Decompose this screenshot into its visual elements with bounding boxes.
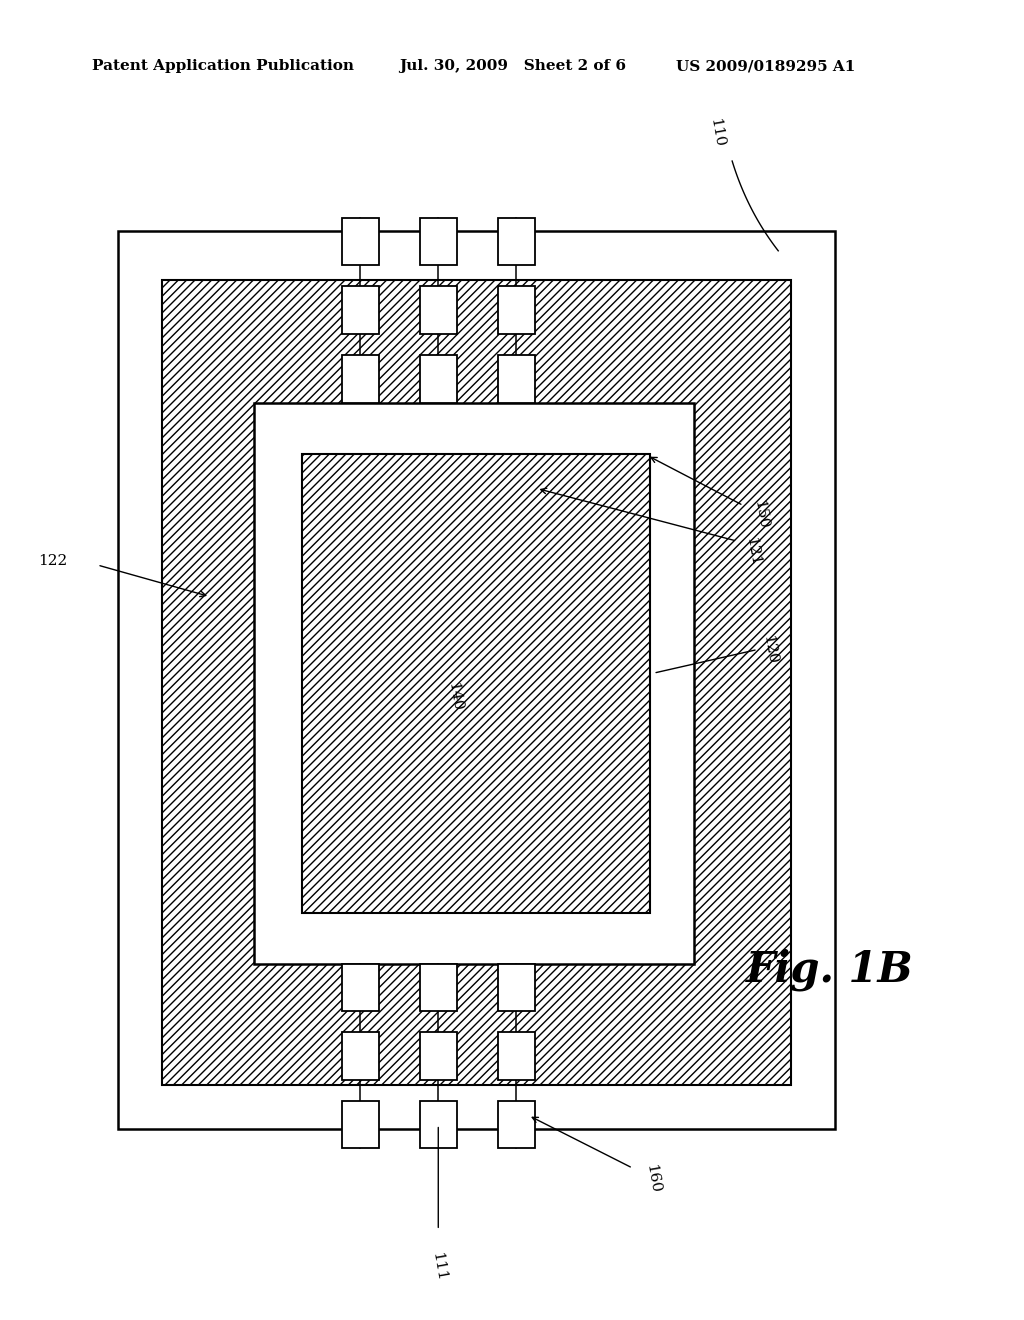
Bar: [498, 1032, 535, 1080]
Bar: [420, 355, 457, 403]
Bar: [342, 1032, 379, 1080]
Bar: [302, 454, 650, 913]
Bar: [342, 964, 379, 1011]
Bar: [342, 355, 379, 403]
Bar: [254, 403, 694, 964]
Text: 122: 122: [39, 554, 68, 568]
Text: US 2009/0189295 A1: US 2009/0189295 A1: [676, 59, 855, 74]
Text: Patent Application Publication: Patent Application Publication: [92, 59, 354, 74]
Bar: [498, 1101, 535, 1148]
Bar: [498, 355, 535, 403]
Bar: [498, 286, 535, 334]
Bar: [162, 280, 791, 1085]
Bar: [498, 218, 535, 265]
Text: 160: 160: [643, 1163, 662, 1195]
Bar: [420, 1032, 457, 1080]
Bar: [118, 231, 835, 1129]
Bar: [498, 964, 535, 1011]
Bar: [342, 1101, 379, 1148]
Text: 111: 111: [429, 1251, 447, 1283]
Text: 140: 140: [445, 681, 464, 713]
Text: 121: 121: [743, 536, 762, 568]
Text: Jul. 30, 2009   Sheet 2 of 6: Jul. 30, 2009 Sheet 2 of 6: [399, 59, 627, 74]
Bar: [420, 218, 457, 265]
Bar: [420, 1101, 457, 1148]
Bar: [420, 964, 457, 1011]
Bar: [342, 286, 379, 334]
Text: 120: 120: [760, 634, 778, 665]
Text: Fig. 1B: Fig. 1B: [745, 949, 913, 991]
Text: 150: 150: [752, 499, 770, 531]
Text: 110: 110: [708, 116, 726, 148]
Bar: [420, 286, 457, 334]
Bar: [342, 218, 379, 265]
